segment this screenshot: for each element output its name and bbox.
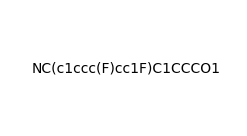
Text: NC(c1ccc(F)cc1F)C1CCCO1: NC(c1ccc(F)cc1F)C1CCCO1 bbox=[32, 62, 221, 76]
